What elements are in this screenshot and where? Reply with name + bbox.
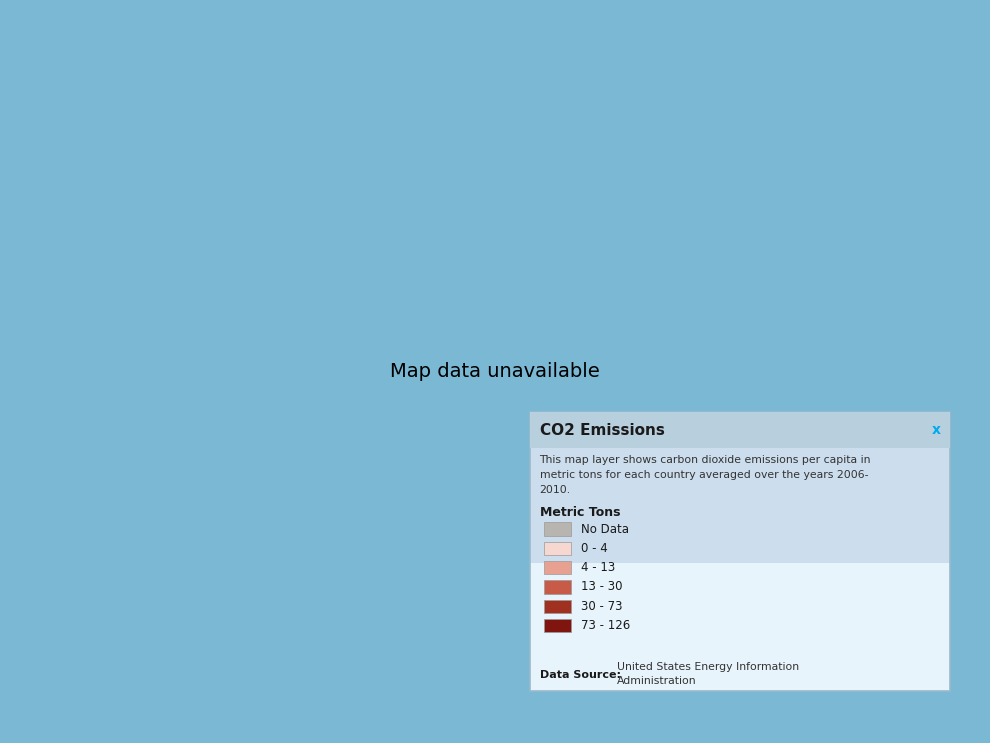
Text: Metric Tons: Metric Tons — [540, 506, 620, 519]
Text: CO2 Emissions: CO2 Emissions — [540, 423, 664, 438]
Text: x: x — [932, 424, 940, 437]
Text: 13 - 30: 13 - 30 — [581, 580, 623, 594]
Text: No Data: No Data — [581, 522, 629, 536]
Text: This map layer shows carbon dioxide emissions per capita in: This map layer shows carbon dioxide emis… — [540, 455, 871, 465]
Text: United States Energy Information: United States Energy Information — [617, 662, 799, 672]
Text: 73 - 126: 73 - 126 — [581, 619, 631, 632]
Text: Data Source:: Data Source: — [540, 669, 621, 680]
Text: Map data unavailable: Map data unavailable — [390, 362, 600, 381]
Text: metric tons for each country averaged over the years 2006-: metric tons for each country averaged ov… — [540, 470, 868, 480]
Text: 2010.: 2010. — [540, 485, 570, 495]
Text: 4 - 13: 4 - 13 — [581, 561, 616, 574]
Text: 0 - 4: 0 - 4 — [581, 542, 608, 555]
Text: 30 - 73: 30 - 73 — [581, 600, 623, 613]
Text: Administration: Administration — [617, 675, 696, 686]
